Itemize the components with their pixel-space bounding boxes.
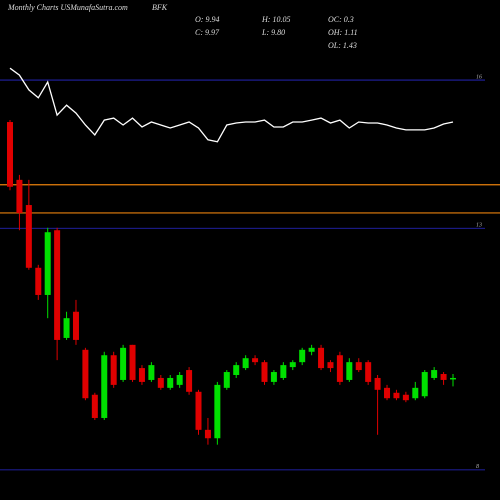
candle-body [72, 311, 79, 340]
chart-title: Monthly Charts USMunafaSutra.com [7, 3, 128, 12]
y-tick-label: 13 [476, 223, 482, 229]
candle-body [157, 377, 164, 388]
candle-body [204, 429, 211, 439]
candle-body [365, 362, 372, 382]
ohlc-info: OC: 0.3 [328, 15, 354, 24]
candle-body [223, 372, 230, 388]
candle-body [242, 358, 249, 369]
candle-body [402, 394, 409, 401]
candle-body [412, 387, 419, 399]
candle-body [186, 370, 193, 392]
candle-body [176, 375, 183, 385]
candle-body [289, 362, 296, 368]
ohlc-info: O: 9.94 [195, 15, 219, 24]
candle-body [63, 318, 70, 338]
candle-body [384, 387, 391, 399]
candle-body [7, 122, 13, 187]
candle-body [101, 355, 108, 418]
candle-body [327, 362, 334, 369]
ohlc-info: H: 10.05 [261, 15, 290, 24]
candle-body [431, 370, 438, 378]
ohlc-info: OH: 1.11 [328, 28, 358, 37]
candle-body [167, 377, 174, 388]
candle-body [233, 365, 240, 375]
candle-body [110, 355, 117, 385]
candle-body [44, 232, 51, 295]
candle-body [91, 394, 98, 418]
candle-body [25, 205, 32, 268]
ticker: BFK [152, 3, 168, 12]
candle-body [120, 347, 127, 380]
candle-body [421, 372, 428, 397]
candle-body [374, 377, 381, 390]
y-tick-label: 8 [476, 464, 479, 470]
candle-body [148, 365, 155, 380]
candle-body [138, 368, 145, 382]
candle-body [440, 374, 447, 380]
candle-body [336, 355, 343, 382]
candle-body [195, 391, 202, 430]
ohlc-info: L: 9.80 [261, 28, 285, 37]
candle-body [393, 392, 400, 399]
candle-body [450, 377, 456, 380]
candle-body [299, 349, 306, 363]
candle-body [261, 362, 268, 382]
candle-body [270, 372, 277, 382]
candle-body [82, 349, 89, 399]
candle-body [129, 344, 136, 380]
candle-body [214, 384, 221, 439]
candle-body [355, 362, 362, 371]
candle-body [16, 179, 23, 213]
y-tick-label: 16 [476, 74, 482, 80]
candle-body [280, 365, 287, 378]
candle-body [252, 358, 259, 363]
candle-body [35, 267, 42, 295]
candle-body [54, 230, 61, 340]
candle-body [318, 347, 325, 369]
candle-body [308, 347, 315, 352]
ohlc-info: C: 9.97 [195, 28, 220, 37]
indicator-line [9, 67, 454, 143]
candle-body [346, 362, 353, 380]
ohlc-info: OL: 1.43 [328, 41, 357, 50]
